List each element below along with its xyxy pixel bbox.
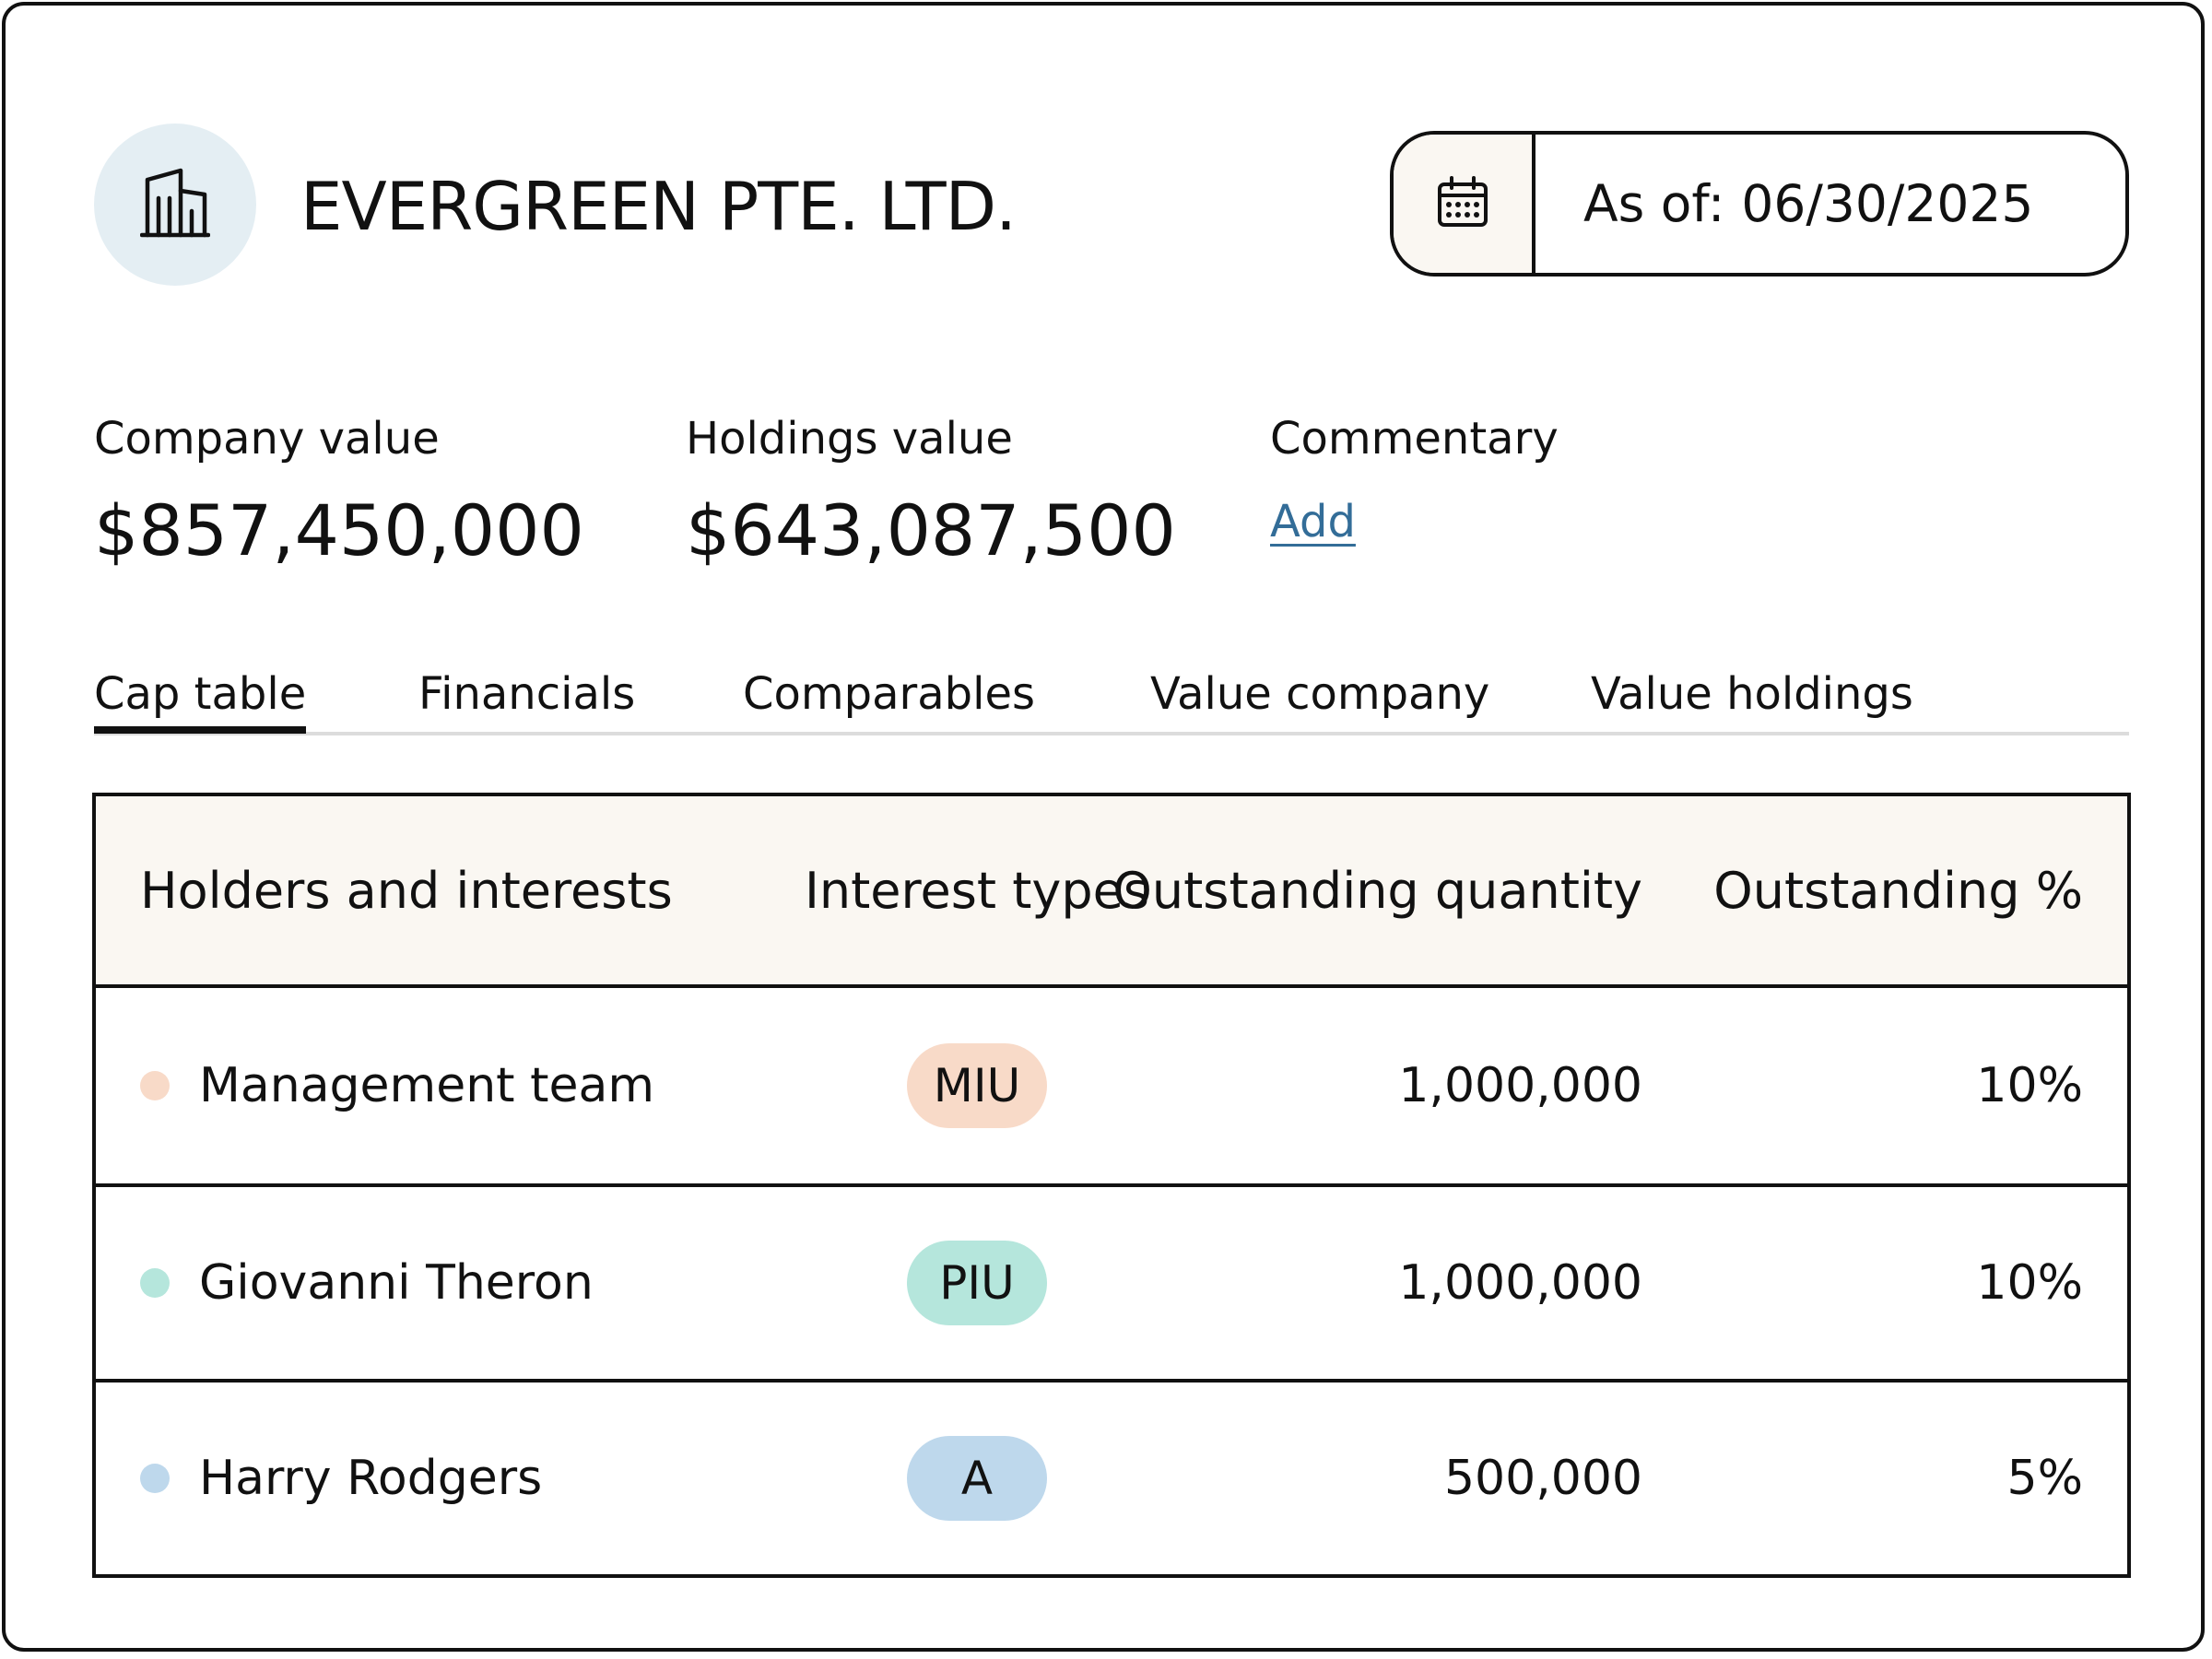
company-value-metric: Company value $857,450,000 <box>94 411 584 575</box>
holder-name: Management team <box>199 1058 654 1113</box>
holder-name: Harry Rodgers <box>199 1451 543 1506</box>
holder-color-dot <box>140 1464 170 1493</box>
cap-table: Holders and interests Interest types Out… <box>92 793 2131 1578</box>
outstanding-quantity: 1,000,000 <box>1398 1255 1642 1311</box>
commentary-metric: Commentary Add <box>1270 411 1559 549</box>
table-row[interactable]: Giovanni Theron PIU 1,000,000 10% <box>96 1183 2127 1379</box>
tab-value-company[interactable]: Value company <box>1150 668 1490 720</box>
interest-type-badge: MIU <box>907 1043 1047 1128</box>
tab-financials[interactable]: Financials <box>418 668 636 720</box>
commentary-label: Commentary <box>1270 413 1559 465</box>
holder-color-dot <box>140 1268 170 1298</box>
add-commentary-link[interactable]: Add <box>1270 496 1356 547</box>
holdings-value-label: Holdings value <box>686 413 1013 465</box>
company-avatar <box>94 124 256 286</box>
tab-bar: Cap table Financials Comparables Value c… <box>94 664 2129 735</box>
outstanding-quantity: 500,000 <box>1443 1451 1642 1506</box>
interest-type-cell: PIU <box>730 1187 1224 1379</box>
tab-cap-table[interactable]: Cap table <box>94 664 307 734</box>
company-name: EVERGREEN PTE. LTD. <box>300 168 1017 245</box>
as-of-date-picker[interactable]: As of: 06/30/2025 <box>1390 131 2129 276</box>
calendar-button[interactable] <box>1394 135 1535 273</box>
interest-type-badge: PIU <box>907 1241 1047 1325</box>
calendar-icon <box>1436 175 1489 232</box>
holder-cell: Giovanni Theron <box>140 1187 594 1379</box>
column-header-interest-types: Interest types <box>804 861 1150 920</box>
company-value-amount: $857,450,000 <box>94 489 584 571</box>
tab-comparables[interactable]: Comparables <box>743 668 1036 720</box>
holder-cell: Management team <box>140 988 654 1183</box>
as-of-date-value: 06/30/2025 <box>1741 174 2034 233</box>
column-header-holders: Holders and interests <box>140 861 673 920</box>
holder-name: Giovanni Theron <box>199 1255 594 1311</box>
company-value-label: Company value <box>94 413 440 465</box>
tab-value-holdings[interactable]: Value holdings <box>1591 668 1913 720</box>
as-of-label: As of: <box>1583 174 1725 233</box>
building-icon <box>139 167 211 242</box>
interest-type-cell: A <box>730 1382 1224 1574</box>
holdings-value-metric: Holdings value $643,087,500 <box>686 411 1176 575</box>
holder-color-dot <box>140 1071 170 1100</box>
outstanding-percent: 10% <box>1976 1255 2083 1311</box>
table-header: Holders and interests Interest types Out… <box>96 796 2127 988</box>
column-header-outstanding-quantity: Outstanding quantity <box>1112 861 1642 920</box>
column-header-outstanding-percent: Outstanding % <box>1713 861 2083 920</box>
date-field[interactable]: As of: 06/30/2025 <box>1535 135 2033 273</box>
outstanding-percent: 5% <box>2006 1451 2084 1506</box>
outstanding-percent: 10% <box>1976 1058 2083 1113</box>
interest-type-badge: A <box>907 1436 1047 1521</box>
holder-cell: Harry Rodgers <box>140 1382 542 1574</box>
interest-type-cell: MIU <box>730 988 1224 1183</box>
table-row[interactable]: Management team MIU 1,000,000 10% <box>96 988 2127 1183</box>
outstanding-quantity: 1,000,000 <box>1398 1058 1642 1113</box>
holdings-value-amount: $643,087,500 <box>686 489 1176 571</box>
table-row[interactable]: Harry Rodgers A 500,000 5% <box>96 1379 2127 1574</box>
